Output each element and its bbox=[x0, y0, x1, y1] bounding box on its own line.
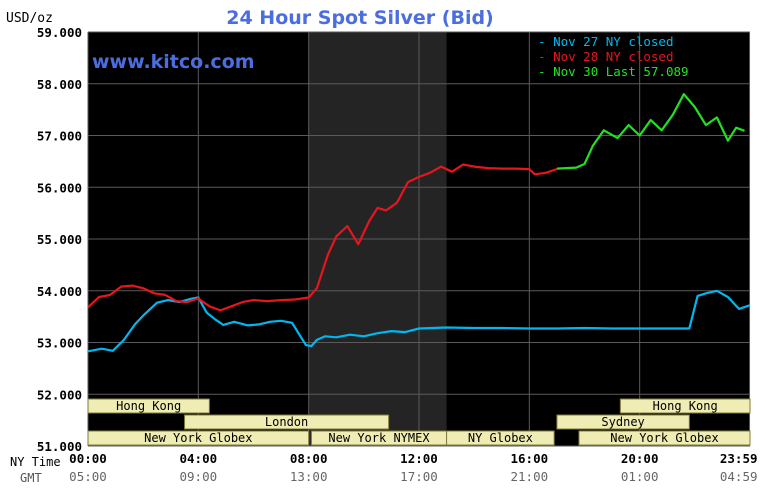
y-tick-label: 53.000 bbox=[37, 336, 82, 351]
x-tick-label-gmt: 04:59 bbox=[720, 469, 758, 484]
session-bar: New York Globex bbox=[87, 430, 310, 446]
timestamp: November 30, 2025 23:16 bbox=[545, 16, 718, 31]
session-bar-fill bbox=[578, 430, 751, 446]
session-bar: New York Globex bbox=[578, 430, 751, 446]
session-bar-fill bbox=[87, 398, 210, 414]
x-tick-label-gmt: 05:00 bbox=[69, 469, 107, 484]
y-tick-label: 52.000 bbox=[37, 387, 82, 402]
legend-entry-nov30: - Nov 30 Last 57.089 bbox=[538, 64, 689, 79]
y-tick-label: 59.000 bbox=[37, 25, 82, 40]
legend-entry-nov28: - Nov 28 NY closed bbox=[538, 49, 673, 64]
series-line-nov28 bbox=[87, 163, 558, 312]
legend: - Nov 27 NY closed - Nov 28 NY closed - … bbox=[538, 34, 689, 79]
session-label: Hong Kong bbox=[116, 399, 181, 413]
session-label: New York NYMEX bbox=[328, 431, 430, 445]
session-bar-fill bbox=[446, 430, 555, 446]
y-tick-label: 56.000 bbox=[37, 180, 82, 195]
session-bar: London bbox=[184, 414, 390, 430]
x-tick-label-ny: 12:00 bbox=[400, 451, 438, 466]
x-tick-label-ny: 08:00 bbox=[290, 451, 328, 466]
y-tick-label: 58.000 bbox=[37, 77, 82, 92]
unit-label: USD/oz bbox=[6, 11, 53, 26]
y-tick-label: 57.000 bbox=[37, 129, 82, 144]
x-tick-label-gmt: 01:00 bbox=[621, 469, 659, 484]
x-tick-label-gmt: 09:00 bbox=[180, 469, 218, 484]
x-tick-label-gmt: 21:00 bbox=[511, 469, 549, 484]
session-label: New York Globex bbox=[610, 431, 718, 445]
session-label: London bbox=[265, 415, 308, 429]
session-bar: NY Globex bbox=[446, 430, 555, 446]
session-label: Sydney bbox=[601, 415, 644, 429]
session-bar: Hong Kong bbox=[619, 398, 751, 414]
session-bar-fill bbox=[556, 414, 690, 430]
x-axis-gmt-label: GMT bbox=[20, 471, 42, 485]
x-tick-label-gmt: 13:00 bbox=[290, 469, 328, 484]
session-bar: Sydney bbox=[556, 414, 690, 430]
chart-title: 24 Hour Spot Silver (Bid) bbox=[226, 7, 493, 29]
y-tick-label: 55.000 bbox=[37, 232, 82, 247]
session-label: New York Globex bbox=[144, 431, 252, 445]
session-bar: New York NYMEX bbox=[310, 430, 448, 446]
session-label: NY Globex bbox=[468, 431, 533, 445]
session-bar-fill bbox=[184, 414, 390, 430]
session-bar: Hong Kong bbox=[87, 398, 210, 414]
x-tick-label-ny: 20:00 bbox=[621, 451, 659, 466]
session-label: Hong Kong bbox=[653, 399, 718, 413]
x-tick-label-ny: 16:00 bbox=[511, 451, 549, 466]
x-tick-label-ny: 04:00 bbox=[180, 451, 218, 466]
y-tick-label: 51.000 bbox=[37, 439, 82, 454]
x-tick-label-gmt: 17:00 bbox=[400, 469, 438, 484]
legend-entry-nov27: - Nov 27 NY closed bbox=[538, 34, 673, 49]
series-line-nov30 bbox=[556, 92, 745, 170]
x-axis-ny-label: NY Time bbox=[10, 455, 61, 469]
session-bar-fill bbox=[619, 398, 751, 414]
x-tick-label-ny: 00:00 bbox=[69, 451, 107, 466]
x-tick-label-ny: 23:59 bbox=[720, 451, 758, 466]
watermark: www.kitco.com bbox=[92, 51, 255, 73]
y-tick-label: 54.000 bbox=[37, 284, 82, 299]
session-bar-fill bbox=[87, 430, 310, 446]
